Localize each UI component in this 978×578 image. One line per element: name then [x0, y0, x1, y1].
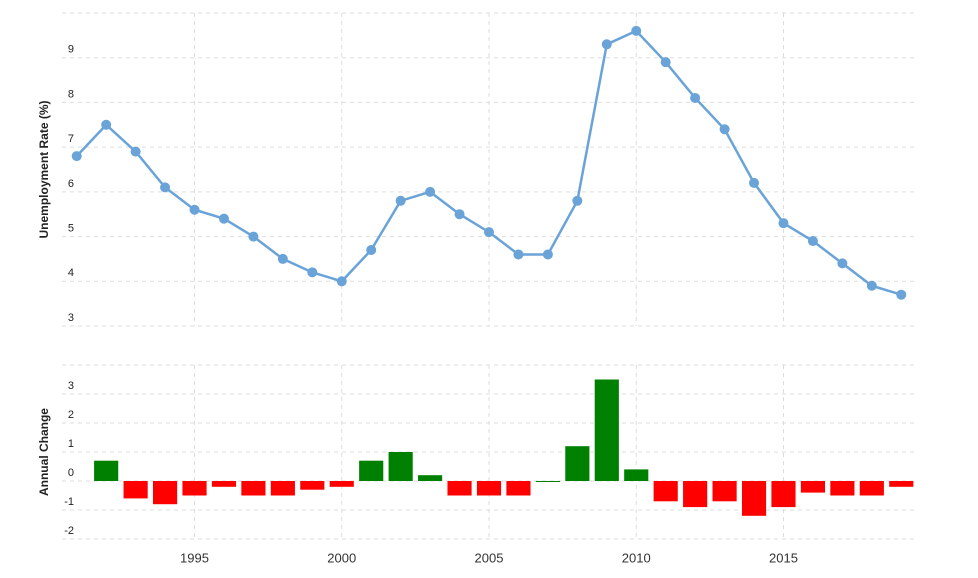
bar: [211, 481, 237, 487]
bar: [565, 446, 590, 481]
data-point: [454, 209, 465, 220]
bar: [152, 481, 178, 505]
y-tick-label: 1: [68, 438, 74, 450]
bar: [300, 481, 325, 490]
data-point: [837, 258, 848, 269]
data-point: [130, 146, 141, 157]
x-tick-label: 2000: [327, 550, 356, 565]
data-point: [484, 227, 494, 238]
data-point: [425, 186, 436, 197]
bar: [329, 481, 354, 487]
data-point: [366, 244, 377, 255]
data-point: [307, 267, 318, 278]
data-point: [71, 151, 82, 162]
data-point: [807, 236, 818, 247]
data-point: [101, 119, 112, 130]
bar: [182, 481, 207, 496]
bar: [830, 481, 855, 496]
x-tick-label: 2015: [769, 550, 798, 565]
data-point: [601, 39, 612, 50]
bar: [594, 379, 619, 481]
bar: [771, 481, 796, 508]
bar: [359, 460, 384, 481]
bar: [653, 481, 678, 502]
bar: [741, 481, 767, 516]
bar: [447, 481, 472, 496]
data-point: [336, 276, 347, 287]
bar: [94, 460, 119, 481]
y-tick-label: 3: [68, 380, 74, 392]
x-tick-label: 2010: [622, 550, 651, 565]
data-point: [660, 57, 671, 68]
data-point: [749, 177, 760, 188]
bar: [624, 469, 649, 481]
bar: [506, 481, 531, 496]
y-tick-label: 7: [68, 133, 74, 145]
x-tick-label: 2005: [475, 550, 504, 565]
y-tick-label: 6: [68, 178, 74, 190]
bar: [683, 481, 708, 508]
y-tick-label: 9: [68, 44, 74, 56]
data-point: [248, 231, 259, 242]
bar: [388, 452, 413, 481]
y-tick-label: 8: [68, 88, 74, 100]
data-point: [896, 289, 907, 300]
y-tick-label: 0: [68, 467, 74, 479]
bar: [800, 481, 826, 493]
data-point: [631, 25, 642, 36]
y-axis-label: Unemployment Rate (%): [37, 100, 51, 238]
data-point: [160, 182, 171, 193]
y-tick-label: -1: [64, 496, 74, 508]
y-tick-label: -2: [64, 525, 74, 537]
bar: [535, 481, 560, 482]
bar: [418, 475, 443, 481]
data-point: [542, 249, 553, 260]
data-point: [218, 213, 229, 224]
bar: [476, 481, 502, 496]
y-tick-label: 3: [68, 312, 74, 324]
data-point: [395, 195, 406, 206]
bar: [859, 481, 884, 496]
data-point: [719, 124, 730, 135]
data-point: [572, 195, 583, 206]
y-tick-label: 5: [68, 222, 74, 234]
bar: [123, 481, 148, 499]
data-point: [513, 249, 524, 260]
data-point: [866, 280, 877, 291]
data-point: [277, 253, 288, 264]
y-axis-label: Annual Change: [37, 408, 51, 496]
data-point: [189, 204, 200, 215]
bar: [889, 481, 914, 487]
data-point: [778, 218, 789, 229]
bar: [712, 481, 737, 502]
y-tick-label: 2: [68, 409, 74, 421]
x-tick-label: 1995: [180, 550, 209, 565]
bar: [270, 481, 295, 496]
y-tick-label: 4: [68, 267, 74, 279]
data-point: [690, 92, 701, 103]
bar: [241, 481, 266, 496]
